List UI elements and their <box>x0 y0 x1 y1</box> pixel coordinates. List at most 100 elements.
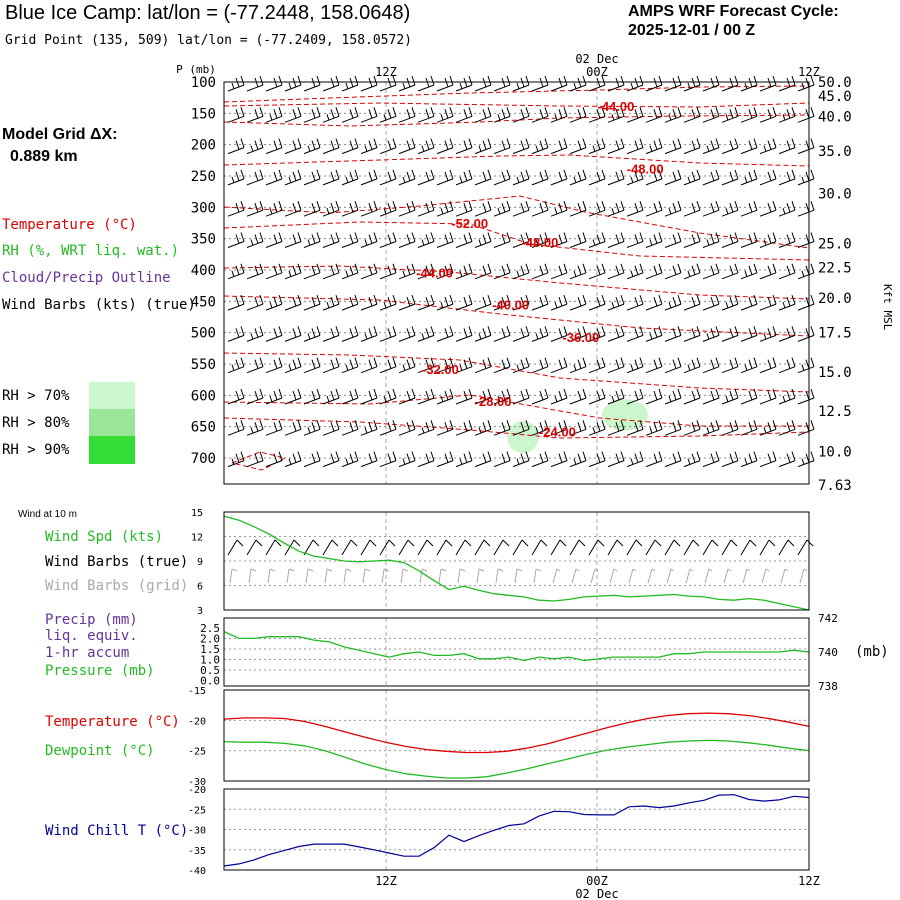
wind-barb-grid <box>343 568 352 584</box>
wind-barb <box>569 326 587 342</box>
wind-barb <box>227 107 245 123</box>
wind-barb <box>759 294 777 311</box>
wind-barb <box>398 294 416 311</box>
wind-panel-frame <box>223 511 810 611</box>
wind-barb <box>284 420 302 436</box>
wind-barb <box>398 326 416 342</box>
wind-barb <box>341 451 359 468</box>
wind-barb <box>379 107 397 123</box>
wind-barb <box>417 201 435 217</box>
wind-barb <box>398 263 416 280</box>
wind-barb <box>550 357 568 374</box>
wind-barb <box>664 169 682 186</box>
wind-barb <box>417 75 435 92</box>
height-tick-6: 22.5 <box>818 260 852 276</box>
wind-barb-true <box>607 539 624 556</box>
legend-rh80: RH > 80% <box>2 415 70 431</box>
wind-barb-true <box>379 539 396 556</box>
wind-barb <box>645 263 663 280</box>
height-tick-9: 15.0 <box>818 365 852 381</box>
wind-barb <box>512 294 530 311</box>
wind-barb <box>645 201 663 217</box>
wind-barb <box>588 294 606 311</box>
wind-barb <box>607 451 625 468</box>
wind-barb-grid <box>647 568 656 584</box>
wind-barb <box>474 107 492 123</box>
wind-barb <box>227 326 245 342</box>
temperature-label-7: -32.00 <box>422 362 459 377</box>
precip-tick-2: 1.5 <box>200 643 220 656</box>
temperature-contour-5 <box>223 221 810 261</box>
wind-barb <box>702 294 720 311</box>
wind-barb-grid <box>305 568 314 584</box>
wind-barb <box>797 420 815 436</box>
wind-barb <box>398 451 416 468</box>
windchill-tick--25: -25 <box>188 805 206 816</box>
wind-barb <box>531 451 549 468</box>
wind-barb <box>721 75 739 92</box>
height-tick-1: 45.0 <box>818 89 852 105</box>
grid-point-label: Grid Point (135, 509) lat/lon = (-77.240… <box>5 33 412 48</box>
windchill-panel-frame <box>223 788 810 871</box>
wind-barb-grid <box>381 568 390 584</box>
wind-barb-true <box>550 539 567 556</box>
date-label-bottom: 02 Dec <box>575 887 618 900</box>
pressure-tick-right-738: 738 <box>818 680 838 693</box>
wind-barb-true <box>246 539 263 556</box>
wind-barb <box>341 107 359 123</box>
wind-barb <box>721 420 739 436</box>
wind-barb <box>246 420 264 436</box>
model-grid-label: Model Grid ΔX: <box>2 126 118 143</box>
wind-barb <box>626 138 644 155</box>
wind-barb <box>360 326 378 342</box>
wind-barb <box>455 420 473 436</box>
wind-barb <box>626 420 644 436</box>
wind-barb <box>436 294 454 311</box>
wind-barb <box>436 357 454 374</box>
wind-barb-true <box>569 539 586 556</box>
temperature-contour-9 <box>223 394 809 427</box>
wind-barb <box>721 169 739 186</box>
wind-barb <box>607 107 625 123</box>
wind-barb <box>360 201 378 217</box>
pressure-tick-650: 650 <box>191 420 216 436</box>
rh-blob-2 <box>507 421 539 453</box>
wind-barb <box>246 451 264 468</box>
wind-barb <box>588 451 606 468</box>
wind-barb <box>607 388 625 405</box>
wind-barb-grid <box>476 568 485 584</box>
wind-barb <box>531 138 549 155</box>
wind-barb <box>341 357 359 374</box>
wind-barb <box>550 326 568 342</box>
wind-barb <box>702 326 720 342</box>
wind-barb-grid <box>704 568 713 584</box>
height-tick-4: 30.0 <box>818 187 852 203</box>
wind-barb <box>322 388 340 405</box>
wind-barb <box>417 232 435 248</box>
wind-barb <box>265 232 283 248</box>
wind-barb <box>702 420 720 436</box>
pressure-tick-right-740: 740 <box>818 646 838 659</box>
wind-barb <box>284 326 302 342</box>
wind-barb <box>740 451 758 468</box>
wind-barb <box>740 201 758 217</box>
wind-barb <box>246 201 264 217</box>
wind-barb <box>246 388 264 405</box>
wind-tick-6: 6 <box>197 582 203 593</box>
wind-barb <box>778 263 796 280</box>
wind-barb <box>721 138 739 155</box>
wind-barb <box>721 201 739 217</box>
wind-barb <box>797 357 815 374</box>
wind-barb <box>455 326 473 342</box>
wind-barb <box>474 263 492 280</box>
temperature-label-4: -44.00 <box>416 266 453 281</box>
wind-barb <box>246 326 264 342</box>
windchill-line <box>223 794 810 867</box>
temperature-label-6: -36.00 <box>562 330 599 345</box>
wind-barb <box>398 420 416 436</box>
wind-barb <box>531 326 549 342</box>
wind-barb <box>436 263 454 280</box>
temperature-label-2: -52.00 <box>451 216 488 231</box>
height-tick-0: 50.0 <box>818 75 852 91</box>
wind-barb <box>759 138 777 155</box>
